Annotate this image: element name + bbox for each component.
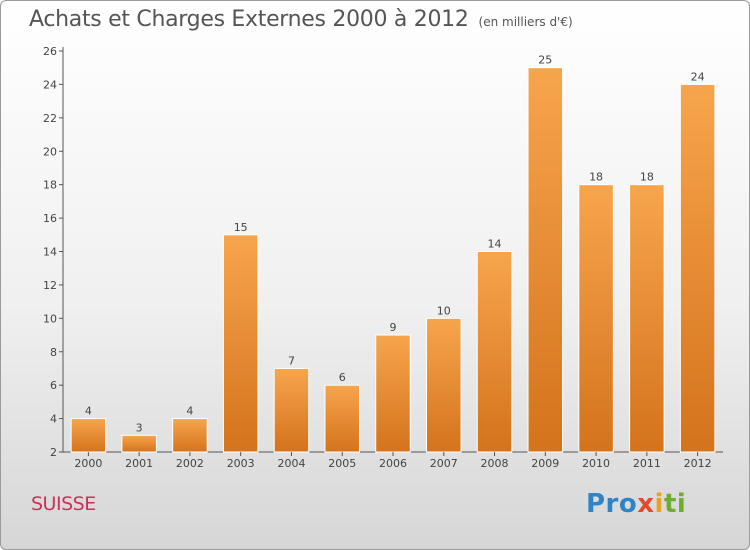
bar bbox=[70, 418, 107, 453]
x-tick-label: 2009 bbox=[531, 457, 559, 470]
proxiti-logo: Proxiti bbox=[586, 489, 686, 519]
bar bbox=[172, 418, 208, 453]
logo-part-4: ti bbox=[663, 489, 687, 519]
bar bbox=[578, 184, 614, 453]
y-tick-label: 24 bbox=[43, 78, 57, 91]
y-tick-label: 20 bbox=[43, 145, 57, 158]
y-tick-label: 10 bbox=[43, 312, 57, 325]
chart-title-text: Achats et Charges Externes 2000 à 2012 bbox=[29, 7, 469, 32]
x-tick-label: 2002 bbox=[176, 457, 204, 470]
data-label: 7 bbox=[288, 354, 295, 367]
chart-subtitle: (en milliers d'€) bbox=[478, 15, 573, 29]
bar bbox=[679, 83, 716, 453]
data-label: 18 bbox=[589, 171, 603, 184]
x-tick-label: 2007 bbox=[430, 457, 458, 470]
x-tick-label: 2003 bbox=[227, 457, 255, 470]
x-tick-label: 2010 bbox=[582, 457, 610, 470]
data-label: 18 bbox=[640, 171, 654, 184]
chart-title: Achats et Charges Externes 2000 à 2012 (e… bbox=[29, 7, 573, 32]
data-label: 4 bbox=[186, 405, 193, 418]
x-tick-label: 2011 bbox=[633, 457, 661, 470]
bar bbox=[324, 384, 360, 453]
data-label: 25 bbox=[538, 54, 552, 67]
x-tick-label: 2005 bbox=[328, 457, 356, 470]
y-tick-label: 14 bbox=[43, 246, 57, 259]
logo-part-1: Pro bbox=[586, 489, 638, 519]
y-tick-label: 2 bbox=[50, 446, 57, 459]
bar bbox=[222, 234, 259, 453]
x-tick-label: 2004 bbox=[277, 457, 305, 470]
y-tick-label: 16 bbox=[43, 212, 57, 225]
bar bbox=[476, 251, 513, 453]
data-label: 24 bbox=[691, 70, 705, 83]
x-tick-label: 2006 bbox=[379, 457, 407, 470]
x-tick-label: 2008 bbox=[481, 457, 509, 470]
region-label: SUISSE bbox=[31, 493, 96, 515]
x-tick-label: 2000 bbox=[74, 457, 102, 470]
y-tick-label: 12 bbox=[43, 279, 57, 292]
logo-part-3: i bbox=[654, 489, 664, 519]
data-label: 6 bbox=[339, 371, 346, 384]
x-tick-label: 2001 bbox=[125, 457, 153, 470]
bar bbox=[121, 434, 157, 453]
y-tick-label: 4 bbox=[50, 413, 57, 426]
y-tick-label: 22 bbox=[43, 112, 57, 125]
y-tick-label: 26 bbox=[43, 45, 57, 58]
y-tick-label: 8 bbox=[50, 346, 57, 359]
x-tick-label: 2012 bbox=[684, 457, 712, 470]
bar bbox=[273, 367, 310, 453]
data-label: 14 bbox=[488, 238, 502, 251]
data-label: 10 bbox=[437, 304, 451, 317]
data-label: 4 bbox=[85, 405, 92, 418]
logo-part-2: x bbox=[637, 489, 655, 519]
y-tick-label: 18 bbox=[43, 179, 57, 192]
data-label: 3 bbox=[136, 421, 143, 434]
bar bbox=[375, 334, 411, 453]
data-label: 9 bbox=[390, 321, 397, 334]
bar bbox=[629, 184, 665, 453]
data-label: 15 bbox=[234, 221, 248, 234]
y-tick-label: 6 bbox=[50, 379, 57, 392]
bar bbox=[426, 317, 462, 453]
bar bbox=[527, 67, 564, 453]
